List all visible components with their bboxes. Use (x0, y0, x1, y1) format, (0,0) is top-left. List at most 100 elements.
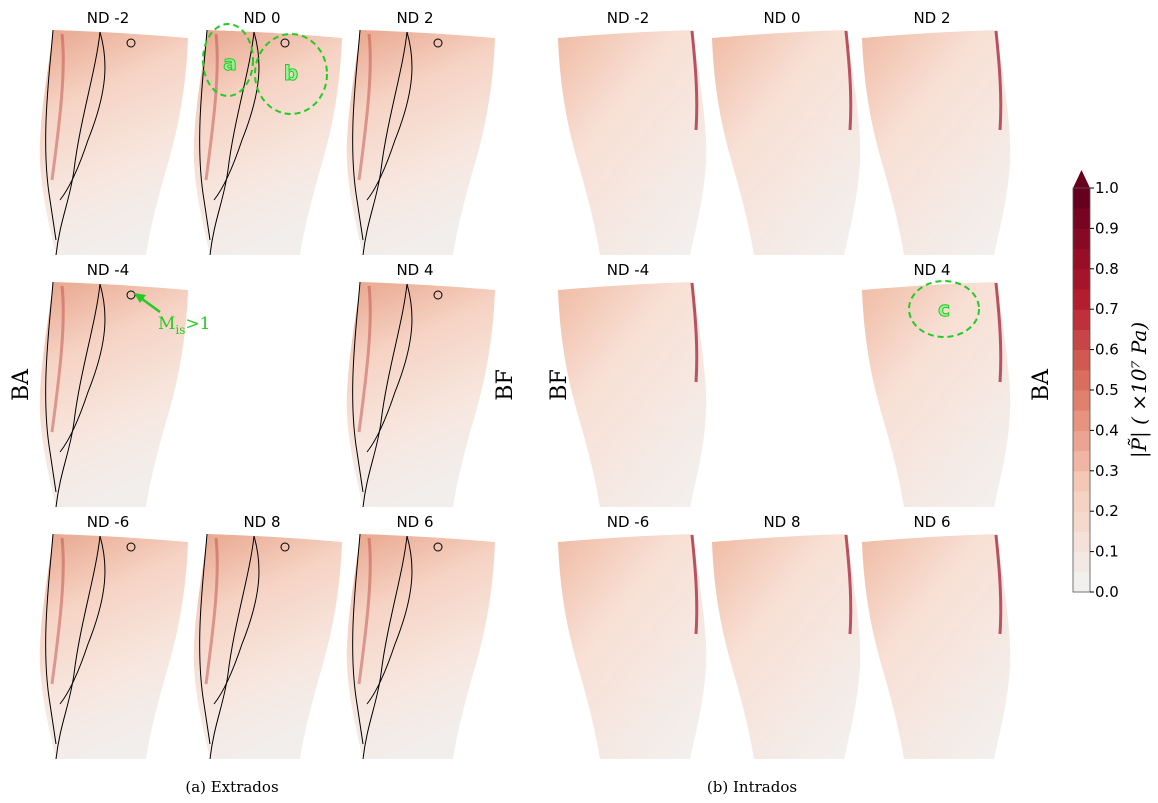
blade-panel: ND 8 (193, 513, 342, 760)
blade-edge (59, 535, 106, 705)
blade-edge (366, 31, 413, 201)
trailing-highlight (994, 30, 1003, 131)
colorbar-band (1073, 248, 1090, 270)
blade-panel: ND -4 (39, 261, 188, 508)
colorbar-tick-label: 1.0 (1095, 179, 1119, 197)
blade-edge (199, 533, 255, 760)
probe (280, 38, 290, 48)
blade (712, 30, 861, 255)
colorbar-band (1073, 349, 1090, 371)
mach-sub: is (175, 323, 185, 337)
panel-label: ND 6 (913, 513, 950, 531)
panel-label: ND 0 (763, 9, 800, 27)
probe (433, 542, 443, 552)
trailing-highlight (690, 30, 699, 131)
blade-edge (45, 281, 101, 508)
blade-edge (213, 535, 260, 705)
panel-label: ND 8 (763, 513, 800, 531)
colorbar-tick-label: 0.3 (1095, 462, 1119, 480)
trailing-highlight (690, 282, 699, 383)
panel-label: ND -6 (87, 513, 130, 531)
colorbar-label: |P̃| ( ×10⁷ Pa) (1127, 322, 1152, 458)
colorbar-tick-label: 0.1 (1095, 543, 1119, 561)
blade (862, 534, 1011, 759)
colorbar-band (1073, 188, 1090, 209)
blade-panel: ND 4 (862, 261, 1011, 507)
colorbar-tick-label: 0.4 (1095, 421, 1119, 439)
blade-edge (366, 535, 413, 705)
trailing-highlight (844, 30, 853, 131)
colorbar-band (1073, 289, 1090, 310)
side-label: BA (9, 368, 34, 401)
blade (862, 30, 1011, 255)
colorbar-band (1073, 470, 1090, 492)
blade-panel: ND 2 (862, 9, 1011, 255)
colorbar-band (1073, 369, 1090, 391)
region-label: b (284, 61, 298, 85)
colorbar-tick-label: 0.7 (1095, 300, 1119, 318)
colorbar-band (1073, 268, 1090, 290)
blade-edge (352, 281, 408, 508)
colorbar-band (1073, 228, 1090, 250)
side-label: BA (1029, 368, 1054, 401)
colorbar-tick-label: 0.8 (1095, 260, 1119, 278)
probe (126, 542, 136, 552)
blade (558, 534, 707, 759)
blade-edge (352, 533, 408, 760)
colorbar-band (1073, 410, 1090, 431)
mach: M (158, 314, 175, 334)
blade-edge (45, 29, 101, 256)
blade-panel: ND -2 (39, 9, 188, 256)
colorbar-band (1073, 571, 1090, 593)
leading-highlight (204, 537, 219, 685)
colorbar-band (1073, 531, 1090, 553)
probe (126, 290, 136, 300)
trailing-highlight (844, 534, 853, 635)
blade-panel: ND 0 (712, 9, 861, 255)
colorbar-tick-label: 0.6 (1095, 341, 1119, 359)
blade-edge (213, 31, 260, 201)
colorbar-extend (1073, 170, 1090, 188)
panel-label: ND -4 (87, 261, 130, 279)
blade-panel: ND 2 (346, 9, 495, 256)
side-label: BF (493, 369, 518, 400)
arrow-head (134, 293, 146, 303)
blade-panel: ND 0 (193, 9, 342, 256)
panel-label: ND 8 (243, 513, 280, 531)
mach-label: Mis>1 (158, 314, 210, 337)
blade (558, 30, 707, 255)
leading-highlight (357, 285, 372, 433)
leading-highlight (204, 33, 219, 181)
colorbar-tick-label: 0.5 (1095, 381, 1119, 399)
blade-edge (366, 283, 413, 453)
panel-label: ND 2 (913, 9, 950, 27)
side-label: BF (547, 369, 572, 400)
blade-panel: ND -4 (558, 261, 707, 507)
colorbar-band (1073, 430, 1090, 452)
colorbar-band (1073, 450, 1090, 472)
blade-panel: ND 6 (346, 513, 495, 760)
probe (280, 542, 290, 552)
leading-highlight (357, 33, 372, 181)
colorbar-tick-label: 0.9 (1095, 219, 1119, 237)
blade-panel: ND 8 (712, 513, 861, 759)
colorbar-tick-label: 0.2 (1095, 502, 1119, 520)
trailing-highlight (690, 534, 699, 635)
panel-label: ND 6 (396, 513, 433, 531)
colorbar-band (1073, 329, 1090, 351)
leading-highlight (50, 285, 65, 433)
blade-edge (199, 29, 255, 256)
colorbar-band (1073, 390, 1090, 411)
colorbar-band (1073, 491, 1090, 512)
colorbar-band (1073, 309, 1090, 330)
caption: (b) Intrados (707, 778, 797, 796)
blade-panel: ND 6 (862, 513, 1011, 759)
leading-highlight (50, 33, 65, 181)
panel-label: ND -4 (607, 261, 650, 279)
panel-label: ND -2 (87, 9, 130, 27)
leading-highlight (357, 537, 372, 685)
blade-panel: ND -6 (39, 513, 188, 760)
panel-label: ND 4 (396, 261, 433, 279)
blade (712, 534, 861, 759)
